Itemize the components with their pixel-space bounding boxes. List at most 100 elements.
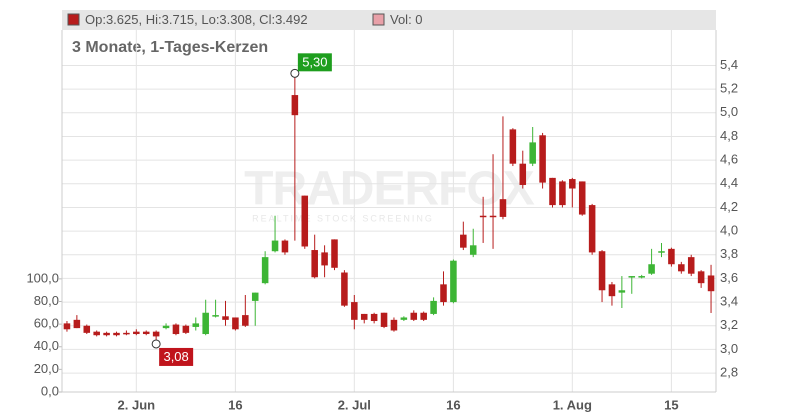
candle-body: [608, 284, 616, 297]
header-volume: Vol: 0: [390, 12, 423, 27]
y-tick-label: 4,8: [720, 128, 738, 143]
annotation-label: 3,08: [163, 349, 188, 364]
candle-body: [222, 316, 229, 320]
candle-body: [529, 142, 536, 164]
candle-body: [410, 312, 418, 320]
candle-body: [499, 199, 507, 217]
candle-body: [539, 135, 546, 183]
candle-body: [212, 315, 219, 317]
candle-body: [697, 271, 705, 284]
candle-body: [578, 181, 586, 215]
candle-body: [648, 264, 655, 274]
candle-body: [133, 331, 140, 335]
candle-body: [251, 292, 259, 301]
candle-body: [430, 300, 437, 314]
candle-body: [390, 319, 398, 331]
candle-body: [588, 205, 596, 253]
x-tick-label: 15: [664, 397, 678, 412]
candle-body: [281, 240, 289, 253]
candle-body: [668, 248, 675, 265]
candle-body: [93, 331, 100, 336]
candle-body: [301, 195, 309, 247]
candle-body: [172, 324, 180, 335]
candle-body: [321, 252, 328, 266]
candle-body: [569, 179, 576, 189]
y-tick-label: 3,6: [720, 270, 738, 285]
header-band: [62, 10, 716, 30]
candle-body: [618, 290, 626, 293]
y-tick-label: 3,4: [720, 294, 738, 309]
y-tick-label: 2,8: [720, 365, 738, 380]
y2-tick-label: 40,0: [34, 338, 59, 353]
candle-body: [469, 245, 477, 255]
candle-body: [261, 257, 269, 284]
candle-body: [242, 315, 249, 326]
candle-body: [707, 275, 715, 292]
y-tick-label: 4,0: [720, 223, 738, 238]
legend-swatch: [67, 13, 80, 26]
candle-body: [628, 276, 636, 278]
candle-body: [162, 325, 170, 329]
candle-body: [311, 250, 318, 278]
candle-body: [489, 215, 497, 218]
y-tick-label: 3,2: [720, 317, 738, 332]
annotation-box: [297, 53, 332, 72]
y-tick-label: 5,0: [720, 104, 738, 119]
candle-body: [460, 234, 467, 248]
chart-title: 3 Monate, 1-Tages-Kerzen: [72, 39, 268, 56]
watermark-sub: REALTIME STOCK SCREENING: [252, 213, 434, 223]
candle-body: [678, 264, 685, 272]
candle-body: [152, 331, 160, 337]
x-tick-label: 16: [228, 397, 242, 412]
candle-body: [380, 312, 388, 327]
candle-body: [291, 95, 299, 116]
candle-body: [687, 257, 695, 274]
candle-body: [450, 260, 457, 303]
candle-body: [192, 323, 200, 327]
watermark: TRADERFOX: [244, 163, 535, 216]
y-tick-label: 3,0: [720, 341, 738, 356]
x-tick-label: 2. Jun: [118, 397, 156, 412]
y-tick-label: 5,2: [720, 81, 738, 96]
candle-body: [271, 240, 279, 252]
candle-body: [420, 312, 427, 320]
candle-body: [331, 239, 338, 268]
candle-body: [479, 215, 487, 218]
candle-body: [142, 331, 150, 335]
y-tick-label: 3,8: [720, 246, 738, 261]
candle-body: [123, 332, 130, 335]
candle-body: [63, 323, 71, 330]
legend-swatch: [372, 13, 385, 26]
candle-body: [598, 251, 606, 291]
y2-tick-label: 20,0: [34, 361, 59, 376]
x-tick-label: 1. Aug: [553, 397, 592, 412]
y2-tick-label: 100,0: [26, 270, 59, 285]
candle-body: [559, 181, 566, 206]
candle-body: [351, 302, 358, 320]
annotation-label: 5,30: [302, 54, 327, 69]
candle-body: [370, 313, 378, 322]
y-tick-label: 4,6: [720, 152, 738, 167]
candle-body: [83, 325, 91, 333]
y-tick-label: 5,4: [720, 57, 738, 72]
candle-body: [232, 317, 239, 330]
candle-body: [440, 284, 447, 303]
x-tick-label: 16: [446, 397, 460, 412]
header-ohlc: Op:3.625, Hi:3.715, Lo:3.308, Cl:3.492: [85, 12, 308, 27]
candle-body: [202, 312, 209, 335]
candle-body: [549, 177, 556, 206]
candle-body: [658, 251, 665, 253]
extreme-marker: [290, 68, 300, 78]
candle-body: [519, 163, 527, 185]
candle-body: [103, 332, 110, 336]
annotation-box: [159, 347, 194, 366]
y2-tick-label: 60,0: [34, 316, 59, 331]
candle-body: [360, 313, 368, 320]
candle-body: [509, 129, 517, 164]
grid: [62, 30, 716, 392]
y-tick-label: 4,2: [720, 199, 738, 214]
y2-tick-label: 0,0: [41, 383, 59, 398]
candle-body: [73, 319, 81, 329]
y-tick-label: 4,4: [720, 175, 738, 190]
